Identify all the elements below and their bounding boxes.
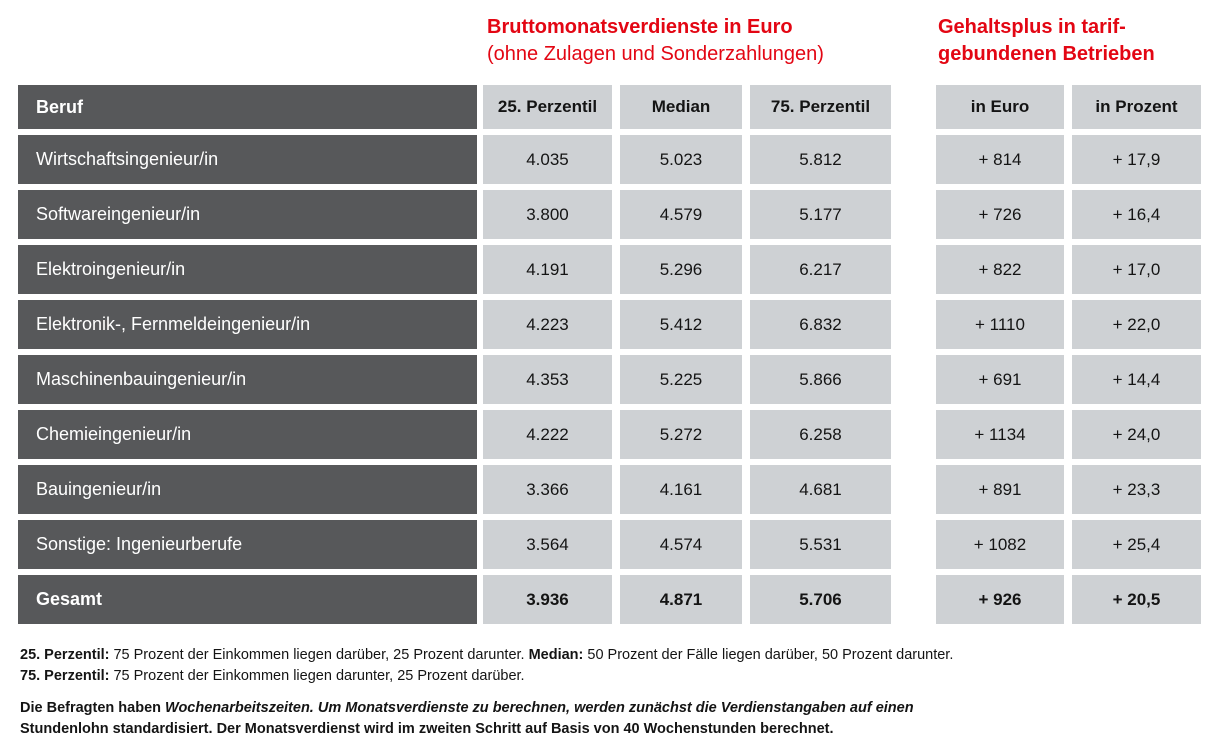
bonus-group-heading: Gehaltsplus in tarif- gebundenen Betrieb… (938, 14, 1155, 68)
value-cell: 4.353 (483, 355, 612, 404)
column-header: Median (620, 85, 742, 129)
value-cell: 3.366 (483, 465, 612, 514)
value-cell: 5.023 (620, 135, 742, 184)
value-cell: 5.706 (750, 575, 891, 624)
beruf-cell: Bauingenieur/in (18, 465, 477, 514)
beruf-cell: Wirtschaftsingenieur/in (18, 135, 477, 184)
value-cell: 5.866 (750, 355, 891, 404)
table-row: Sonstige: Ingenieurberufe 3.564 4.574 5.531… (18, 520, 1201, 569)
footnote-method: Die Befragten haben Wochenarbeitszeiten.… (20, 698, 1210, 740)
value-cell: + 726 (936, 190, 1064, 239)
value-cell: + 22,0 (1072, 300, 1201, 349)
value-cell: + 24,0 (1072, 410, 1201, 459)
table-row: Softwareingenieur/in 3.800 4.579 5.177 + 726… (18, 190, 1201, 239)
value-cell: 6.217 (750, 245, 891, 294)
value-cell: 4.161 (620, 465, 742, 514)
value-cell: 5.296 (620, 245, 742, 294)
value-cell: 5.812 (750, 135, 891, 184)
value-cell: + 926 (936, 575, 1064, 624)
value-cell: 4.871 (620, 575, 742, 624)
table-header-row: Beruf 25. Perzentil Median 75. Perzentil in … (18, 85, 1201, 129)
value-cell: 6.258 (750, 410, 891, 459)
beruf-cell: Elektronik-, Fernmeldeingenieur/in (18, 300, 477, 349)
beruf-cell: Sonstige: Ingenieurberufe (18, 520, 477, 569)
footnote-segment: Wochenarbeitszeiten. Um Monatsverdienste… (165, 700, 914, 716)
footnote-segment: 25. Perzentil: (20, 647, 110, 663)
value-cell: + 1134 (936, 410, 1064, 459)
value-cell: + 16,4 (1072, 190, 1201, 239)
footnote-segment: 75. Perzentil: (20, 668, 110, 684)
column-header-beruf: Beruf (18, 85, 477, 129)
value-cell: 5.177 (750, 190, 891, 239)
value-cell: + 822 (936, 245, 1064, 294)
earnings-group-heading: Bruttomonatsverdienste in Euro (ohne Zul… (487, 14, 824, 68)
value-cell: 4.681 (750, 465, 891, 514)
footnote-segment: 50 Prozent der Fälle liegen darüber, 50 … (583, 647, 954, 663)
beruf-cell: Elektroingenieur/in (18, 245, 477, 294)
earnings-subtitle: (ohne Zulagen und Sonderzahlungen) (487, 43, 824, 65)
value-cell: + 814 (936, 135, 1064, 184)
column-header: in Prozent (1072, 85, 1201, 129)
value-cell: 3.936 (483, 575, 612, 624)
value-cell: + 691 (936, 355, 1064, 404)
value-cell: 3.800 (483, 190, 612, 239)
bonus-title-line1: Gehaltsplus in tarif- (938, 16, 1126, 38)
table-row: Wirtschaftsingenieur/in 4.035 5.023 5.812 + … (18, 135, 1201, 184)
value-cell: + 23,3 (1072, 465, 1201, 514)
beruf-cell: Chemieingenieur/in (18, 410, 477, 459)
table-row: Chemieingenieur/in 4.222 5.272 6.258 + 1134 +… (18, 410, 1201, 459)
bonus-title-line2: gebundenen Betrieben (938, 43, 1155, 65)
column-header: 75. Perzentil (750, 85, 891, 129)
beruf-cell: Softwareingenieur/in (18, 190, 477, 239)
value-cell: 5.412 (620, 300, 742, 349)
value-cell: 4.579 (620, 190, 742, 239)
table-row: Elektroingenieur/in 4.191 5.296 6.217 + 822 +… (18, 245, 1201, 294)
value-cell: 4.574 (620, 520, 742, 569)
footnote-segment: 75 Prozent der Einkommen liegen darunter… (109, 668, 525, 684)
table-total-row: Gesamt 3.936 4.871 5.706 + 926 + 20,5 (18, 575, 1201, 624)
table-row: Maschinenbauingenieur/in 4.353 5.225 5.866 +… (18, 355, 1201, 404)
footnote-segment: 75 Prozent der Einkommen liegen darüber,… (109, 647, 529, 663)
value-cell: + 17,0 (1072, 245, 1201, 294)
salary-table: Beruf 25. Perzentil Median 75. Perzentil in … (18, 85, 1201, 630)
table-row: Bauingenieur/in 3.366 4.161 4.681 + 891 + 23,… (18, 465, 1201, 514)
value-cell: + 891 (936, 465, 1064, 514)
value-cell: 5.272 (620, 410, 742, 459)
beruf-cell: Maschinenbauingenieur/in (18, 355, 477, 404)
value-cell: 5.225 (620, 355, 742, 404)
value-cell: 4.223 (483, 300, 612, 349)
value-cell: + 14,4 (1072, 355, 1201, 404)
value-cell: 3.564 (483, 520, 612, 569)
value-cell: 4.191 (483, 245, 612, 294)
value-cell: 5.531 (750, 520, 891, 569)
value-cell: + 17,9 (1072, 135, 1201, 184)
value-cell: 4.222 (483, 410, 612, 459)
earnings-title: Bruttomonatsverdienste in Euro (487, 16, 793, 38)
footnote-segment: Median: (528, 647, 584, 663)
footnote-percentile: 25. Perzentil: 75 Prozent der Einkommen … (20, 645, 1210, 687)
beruf-cell: Gesamt (18, 575, 477, 624)
footnote-segment: Stundenlohn standardisiert. Der Monatsve… (20, 721, 834, 737)
column-header: 25. Perzentil (483, 85, 612, 129)
value-cell: + 1082 (936, 520, 1064, 569)
value-cell: + 25,4 (1072, 520, 1201, 569)
footnote-segment: Die Befragten haben (20, 700, 166, 716)
table-row: Elektronik-, Fernmeldeingenieur/in 4.223 5… (18, 300, 1201, 349)
value-cell: 4.035 (483, 135, 612, 184)
column-header: in Euro (936, 85, 1064, 129)
value-cell: + 1110 (936, 300, 1064, 349)
value-cell: 6.832 (750, 300, 891, 349)
value-cell: + 20,5 (1072, 575, 1201, 624)
